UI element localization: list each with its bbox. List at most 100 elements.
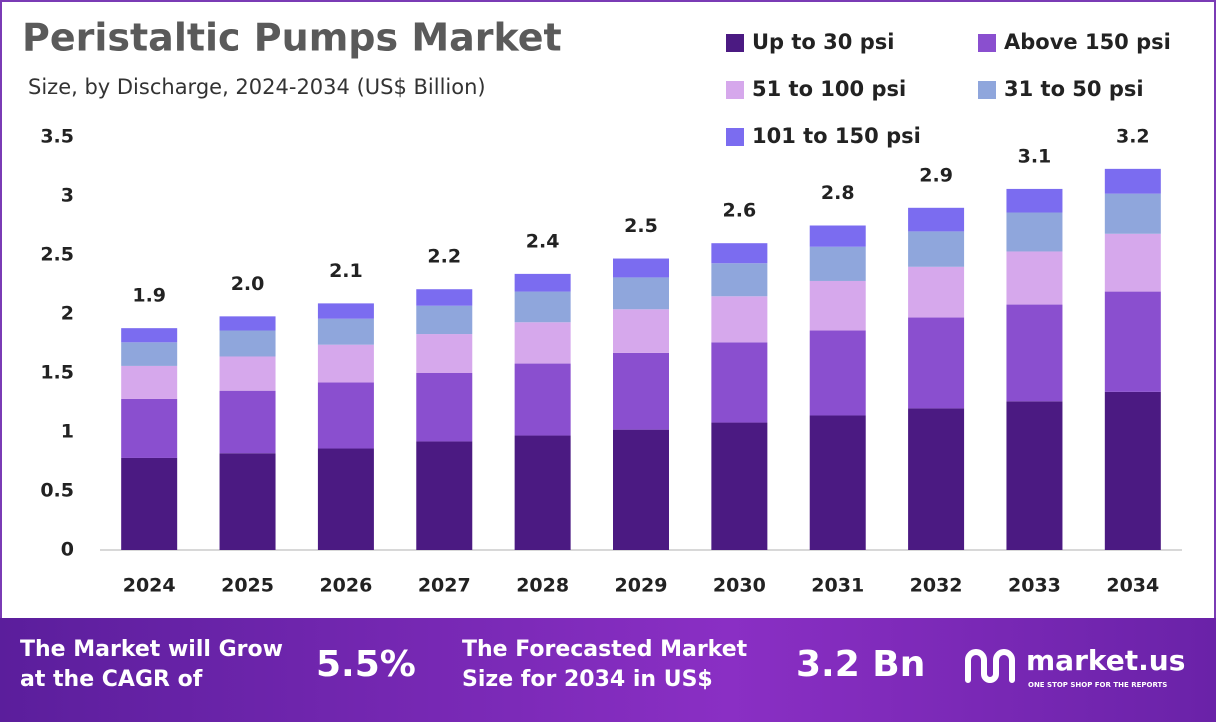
x-tick-label: 2029 xyxy=(615,575,668,597)
x-tick-label: 2028 xyxy=(516,575,569,597)
bar-segment xyxy=(809,280,866,331)
bar-segment xyxy=(613,429,669,550)
bar-segment xyxy=(1104,193,1161,234)
bar-segment xyxy=(317,448,374,550)
bar-segment xyxy=(416,334,473,373)
total-label: 2.8 xyxy=(821,182,855,204)
x-tick-label: 2034 xyxy=(1106,575,1159,597)
y-tick-label: 0 xyxy=(61,539,74,561)
bar-segment xyxy=(1104,168,1161,194)
y-tick-label: 0.5 xyxy=(40,480,74,502)
bar-segment xyxy=(1104,291,1161,392)
legend-swatch xyxy=(978,81,996,99)
legend-label: Above 150 psi xyxy=(1004,30,1171,54)
footer-value: 5.5% xyxy=(316,644,416,685)
bar-segment xyxy=(317,344,374,383)
bar-segment xyxy=(121,328,178,343)
x-tick-label: 2026 xyxy=(319,575,372,597)
bar-segment xyxy=(908,266,965,318)
bar-segment xyxy=(1006,401,1063,550)
bar-segment xyxy=(416,373,473,442)
bar-segment xyxy=(416,441,473,550)
bar-segment xyxy=(514,322,571,364)
bar-segment xyxy=(1104,233,1161,292)
total-label: 2.4 xyxy=(526,230,560,252)
y-tick-label: 3.5 xyxy=(40,126,74,148)
bar-segment xyxy=(908,317,965,409)
total-label: 1.9 xyxy=(132,285,166,307)
legend-swatch xyxy=(726,81,744,99)
bar-segment xyxy=(1006,251,1063,305)
bar-segment xyxy=(809,225,866,247)
chart-title: Peristaltic Pumps Market xyxy=(22,16,562,60)
x-tick-label: 2027 xyxy=(418,575,471,597)
footer-text: The Market will Grow xyxy=(20,637,283,662)
total-label: 3.2 xyxy=(1116,125,1150,147)
bar-segment xyxy=(711,263,768,297)
bar-segment xyxy=(219,330,276,357)
bar-segment xyxy=(1006,188,1063,213)
bar-segment xyxy=(711,422,768,550)
bar-segment xyxy=(219,316,276,331)
bar-segment xyxy=(711,243,768,264)
bar-segment xyxy=(121,398,178,458)
bar-segment xyxy=(1104,391,1161,550)
tagline: ONE STOP SHOP FOR THE REPORTS xyxy=(1028,681,1167,689)
bar-segment xyxy=(121,365,178,399)
x-tick-label: 2033 xyxy=(1008,575,1061,597)
bar-segment xyxy=(514,291,571,323)
total-label: 2.1 xyxy=(329,260,363,282)
bar-segment xyxy=(514,435,571,550)
bar-segment xyxy=(613,352,669,430)
footer-text: The Forecasted Market xyxy=(462,637,748,662)
y-tick-label: 2 xyxy=(61,303,74,325)
bar-segment xyxy=(121,342,178,366)
footer-text: Size for 2034 in US$ xyxy=(462,667,713,692)
bar-segment xyxy=(908,231,965,267)
y-tick-label: 2.5 xyxy=(40,244,74,266)
bar-segment xyxy=(711,296,768,343)
brand-logo xyxy=(965,649,1015,683)
y-tick-label: 3 xyxy=(61,185,74,207)
bar-segment xyxy=(711,342,768,423)
bar-segment xyxy=(908,408,965,550)
total-label: 2.9 xyxy=(919,164,953,186)
bar-segment xyxy=(514,273,571,292)
bar-segment xyxy=(809,246,866,281)
bar-segment xyxy=(1006,212,1063,252)
bar-segment xyxy=(219,356,276,391)
y-tick-label: 1 xyxy=(61,421,74,443)
bar-segment xyxy=(121,457,178,550)
legend-label: 101 to 150 psi xyxy=(752,124,921,148)
legend-label: Up to 30 psi xyxy=(752,30,894,54)
bar-segment xyxy=(219,390,276,454)
bar-segment xyxy=(613,258,669,278)
legend-swatch xyxy=(978,34,996,52)
legend-label: 51 to 100 psi xyxy=(752,77,906,101)
footer-value: 3.2 Bn xyxy=(796,644,925,685)
total-label: 2.6 xyxy=(723,200,757,222)
x-tick-label: 2025 xyxy=(221,575,274,597)
total-label: 3.1 xyxy=(1018,145,1052,167)
bar-segment xyxy=(416,305,473,335)
bar-segment xyxy=(613,309,669,353)
legend-swatch xyxy=(726,128,744,146)
bar-segment xyxy=(317,318,374,345)
x-tick-label: 2030 xyxy=(713,575,766,597)
bar-segment xyxy=(514,363,571,436)
total-label: 2.0 xyxy=(231,273,265,295)
chart-subtitle: Size, by Discharge, 2024-2034 (US$ Billi… xyxy=(28,75,486,99)
total-label: 2.2 xyxy=(427,246,461,268)
x-tick-label: 2032 xyxy=(910,575,963,597)
bar-segment xyxy=(317,382,374,449)
y-tick-label: 1.5 xyxy=(40,362,74,384)
legend-label: 31 to 50 psi xyxy=(1004,77,1144,101)
bar-segment xyxy=(613,277,669,310)
bar-segment xyxy=(416,289,473,306)
bar-segment xyxy=(809,330,866,416)
legend-swatch xyxy=(726,34,744,52)
bar-segment xyxy=(219,453,276,550)
bar-segment xyxy=(1006,304,1063,402)
bar-segment xyxy=(908,207,965,232)
